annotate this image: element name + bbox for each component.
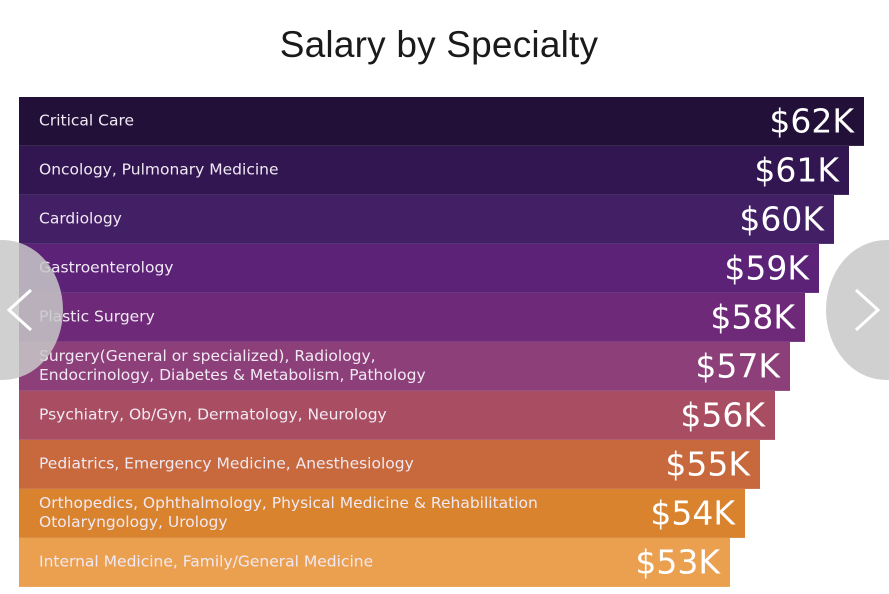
bar-value-label: $53K	[635, 542, 720, 582]
bar-category-label: Orthopedics, Ophthalmology, Physical Med…	[39, 494, 538, 531]
bar-chart: Critical Care $62K Oncology, Pulmonary Med…	[19, 97, 869, 587]
bar: Critical Care $62K	[19, 97, 864, 146]
bar-value-label: $60K	[739, 199, 824, 239]
bar-category-label: Cardiology	[39, 209, 122, 228]
chart-title: Salary by Specialty	[279, 24, 599, 65]
bar: Surgery(General or specialized), Radiolo…	[19, 342, 790, 391]
bar-value-label: $55K	[665, 444, 750, 484]
chevron-left-icon	[6, 288, 33, 332]
chevron-right-icon	[854, 288, 881, 332]
bar-value-label: $57K	[695, 346, 780, 386]
bar-category-label: Pediatrics, Emergency Medicine, Anesthes…	[39, 454, 414, 473]
bar-category-label: Critical Care	[39, 111, 135, 130]
bar-value-label: $61K	[754, 150, 839, 190]
bar: Plastic Surgery $58K	[19, 293, 805, 342]
bar: Psychiatry, Ob/Gyn, Dermatology, Neurolo…	[19, 391, 775, 440]
bar-value-label: $59K	[724, 248, 809, 288]
bar-category-label: Internal Medicine, Family/General Medici…	[39, 552, 374, 571]
bar-category-label: Surgery(General or specialized), Radiolo…	[39, 347, 426, 384]
bar: Gastroenterology $59K	[19, 244, 819, 293]
bar: Cardiology $60K	[19, 195, 834, 244]
bar-category-label: Oncology, Pulmonary Medicine	[39, 160, 279, 179]
bar: Oncology, Pulmonary Medicine $61K	[19, 146, 849, 195]
bar: Orthopedics, Ophthalmology, Physical Med…	[19, 489, 745, 538]
bar-value-label: $56K	[680, 395, 765, 435]
bar-value-label: $62K	[769, 101, 854, 141]
bar: Internal Medicine, Family/General Medici…	[19, 538, 730, 587]
bar-category-label: Psychiatry, Ob/Gyn, Dermatology, Neurolo…	[39, 405, 387, 424]
bar-value-label: $58K	[710, 297, 795, 337]
bar: Pediatrics, Emergency Medicine, Anesthes…	[19, 440, 760, 489]
bar-value-label: $54K	[650, 493, 735, 533]
bar-category-label: Gastroenterology	[39, 258, 174, 277]
